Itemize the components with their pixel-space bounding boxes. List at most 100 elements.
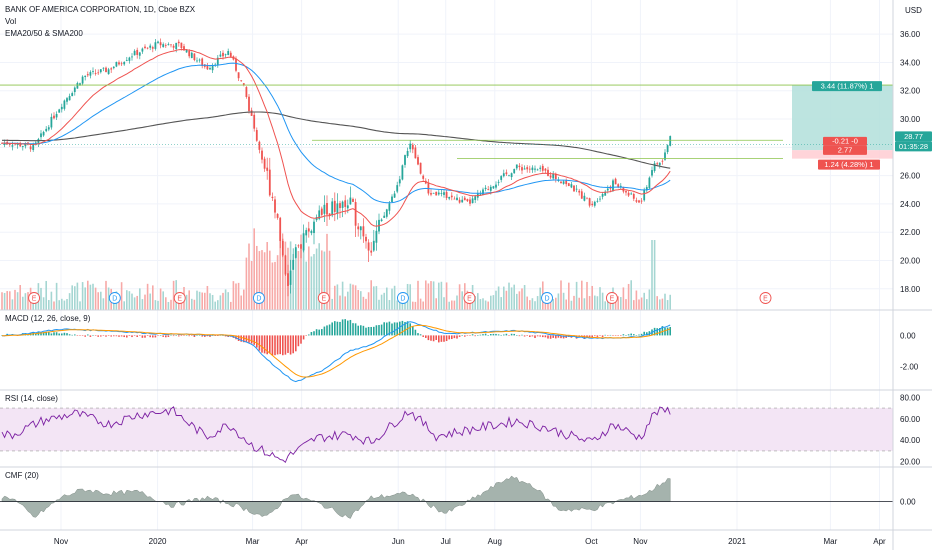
macd-histogram-bar [87,334,89,336]
volume-bar [258,251,261,310]
volume-bar [622,287,625,310]
macd-histogram-bar [474,335,476,337]
candle-body [60,106,63,110]
volume-legend[interactable]: Vol [5,17,17,26]
candle-body [658,162,661,166]
macd-histogram-bar [469,335,471,336]
volume-bar [445,282,448,310]
macd-histogram-bar [282,335,284,356]
volume-bar [201,292,203,310]
macd-histogram-bar [352,323,354,336]
volume-bar [367,292,370,310]
candle-body [102,67,105,69]
macd-histogram-bar [250,335,253,344]
volume-bar [55,282,58,310]
volume-bar [222,292,224,310]
macd-histogram-bar [380,324,383,336]
price-tick-label: 22.00 [900,228,921,237]
last-price-label-bg [895,131,932,142]
candle-body [495,184,497,188]
volume-bar [133,297,136,310]
macd-histogram-bar [45,332,47,336]
symbol-title[interactable]: BANK OF AMERICA CORPORATION, 1D, Cboe BZ… [5,5,196,14]
macd-histogram-bar [102,335,105,336]
volume-bar [71,285,73,310]
volume-bar [477,293,479,310]
candle-body [193,53,196,61]
x-tick-label: Nov [633,537,647,546]
candle-body [479,193,482,195]
volume-bar [510,287,513,310]
candle-body [29,146,32,150]
volume-bar [373,286,375,310]
macd-histogram-bar [63,332,66,336]
macd-histogram-bar [113,335,115,337]
macd-histogram-bar [453,335,456,339]
event-label: E [177,296,182,303]
ma-legend[interactable]: EMA20/50 & SMA200 [5,29,83,38]
macd-histogram-bar [347,320,349,336]
candle-body [268,169,271,196]
volume-bar [570,300,573,310]
volume-bar [9,291,11,310]
candle-body [393,193,396,198]
macd-histogram-bar [40,333,42,336]
candle-body [323,204,326,214]
candle-body [32,144,35,151]
candle-body [24,143,27,147]
volume-bar [87,280,89,310]
candle-body [458,199,461,203]
macd-histogram-bar [643,331,645,336]
volume-bar [45,280,47,310]
macd-histogram-bar [609,334,612,336]
rsi-legend[interactable]: RSI (14, close) [5,394,58,403]
cmf-legend[interactable]: CMF (20) [5,471,39,480]
candle-body [333,200,336,212]
macd-histogram-bar [666,327,669,336]
volume-bar [601,292,604,310]
volume-bar [599,287,601,310]
volume-bar [560,280,562,310]
macd-histogram-bar [443,335,445,342]
macd-histogram-bar [430,335,432,341]
macd-histogram-bar [271,335,274,356]
volume-bar [92,283,94,310]
macd-histogram-bar [648,331,651,336]
volume-bar [583,298,586,310]
macd-histogram-bar [425,335,427,338]
candle-body [159,42,162,46]
candle-body [586,197,588,199]
candle-body [612,180,614,191]
candle-body [107,69,110,75]
volume-bar [380,294,383,310]
candle-body [606,188,609,191]
volume-bar [159,288,162,310]
volume-bar [656,296,658,310]
candle-body [172,45,175,48]
macd-histogram-bar [279,335,281,355]
candle-body [484,187,487,190]
macd-histogram-bar [458,335,461,337]
event-label: D [544,296,549,303]
macd-histogram-bar [289,335,292,355]
volume-bar [328,250,331,310]
candle-body [456,197,458,201]
macd-histogram-bar [204,335,206,337]
macd-histogram-bar [58,333,60,336]
candle-body [523,168,526,170]
macd-histogram-bar [159,335,162,336]
candle-body [110,68,113,70]
macd-legend[interactable]: MACD (12, 26, close, 9) [5,314,91,323]
macd-histogram-bar [191,335,193,336]
candle-body [601,194,604,197]
candle-body [250,110,253,116]
macd-histogram-bar [586,335,588,337]
macd-histogram-bar [464,335,466,337]
macd-histogram-bar [427,335,430,341]
volume-bar [438,282,440,310]
candle-body [336,203,339,214]
candle-body [307,228,310,232]
candle-body [45,128,48,132]
volume-bar [549,301,552,310]
